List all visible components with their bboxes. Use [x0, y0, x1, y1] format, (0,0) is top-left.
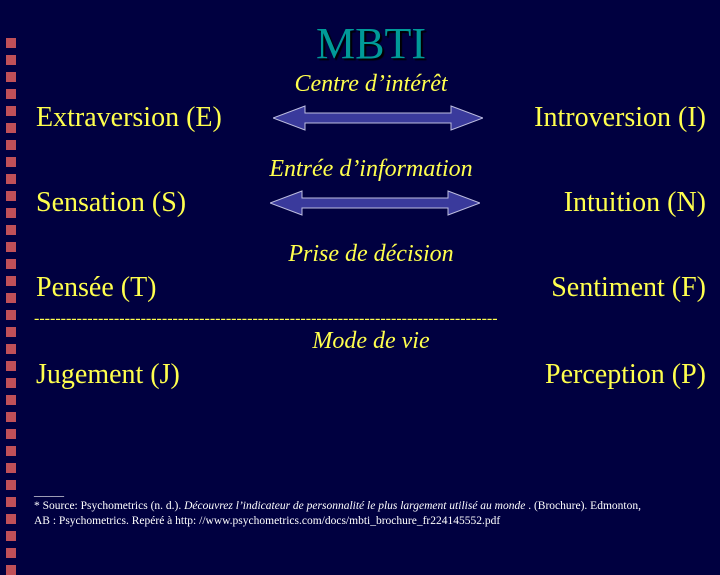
- side-square: [6, 123, 16, 133]
- dimension-row: Jugement (J) Perception (P): [34, 359, 708, 391]
- footnote-rule: _____: [34, 484, 702, 499]
- side-square: [6, 225, 16, 235]
- side-square: [6, 429, 16, 439]
- side-square: [6, 208, 16, 218]
- dimension-right: Sentiment (F): [551, 272, 706, 304]
- dimension-row: Pensée (T) Sentiment (F): [34, 272, 708, 304]
- side-square: [6, 55, 16, 65]
- side-square: [6, 72, 16, 82]
- side-square: [6, 548, 16, 558]
- section-heading: Mode de vie: [34, 328, 708, 355]
- section-heading: Entrée d’information: [34, 156, 708, 183]
- side-square: [6, 446, 16, 456]
- side-square: [6, 327, 16, 337]
- footnote-line-2: AB : Psychometrics. Repéré à http: //www…: [34, 514, 702, 528]
- side-square: [6, 242, 16, 252]
- footnote-suffix: . (Brochure). Edmonton,: [525, 500, 641, 512]
- side-square: [6, 565, 16, 575]
- side-square: [6, 157, 16, 167]
- side-square: [6, 140, 16, 150]
- side-square: [6, 174, 16, 184]
- side-square: [6, 344, 16, 354]
- dimension-right: Perception (P): [545, 359, 706, 391]
- decorative-side-squares: [6, 38, 24, 575]
- dimension-left: Jugement (J): [36, 359, 180, 391]
- side-square: [6, 463, 16, 473]
- footnote-prefix: * Source: Psychometrics (n. d.).: [34, 500, 184, 512]
- double-arrow-icon: [222, 104, 534, 132]
- side-square: [6, 310, 16, 320]
- side-square: [6, 395, 16, 405]
- slide-content: MBTI Centre d’intérêt Extraversion (E) Int…: [34, 0, 708, 540]
- footnote-italic: Découvrez l’indicateur de personnalité l…: [184, 500, 525, 512]
- section-heading: Centre d’intérêt: [34, 71, 708, 98]
- dimension-left: Pensée (T): [36, 272, 157, 304]
- dimension-right: Intuition (N): [564, 187, 706, 219]
- side-square: [6, 412, 16, 422]
- side-square: [6, 378, 16, 388]
- side-square: [6, 497, 16, 507]
- footnote-line-1: * Source: Psychometrics (n. d.). Découvr…: [34, 499, 702, 513]
- side-square: [6, 191, 16, 201]
- dimension-row: Sensation (S) Intuition (N): [34, 187, 708, 219]
- side-square: [6, 276, 16, 286]
- side-square: [6, 361, 16, 371]
- side-square: [6, 259, 16, 269]
- side-square: [6, 480, 16, 490]
- section-heading: Prise de décision: [34, 241, 708, 268]
- side-square: [6, 293, 16, 303]
- side-square: [6, 89, 16, 99]
- side-square: [6, 514, 16, 524]
- double-arrow-icon: [186, 189, 564, 217]
- source-footnote: _____ * Source: Psychometrics (n. d.). D…: [34, 484, 702, 528]
- side-square: [6, 38, 16, 48]
- dash-divider: ----------------------------------------…: [34, 310, 708, 328]
- page-title: MBTI: [34, 18, 708, 69]
- side-square: [6, 106, 16, 116]
- dimension-row: Extraversion (E) Introversion (I): [34, 102, 708, 134]
- dimension-right: Introversion (I): [534, 102, 706, 134]
- dimension-left: Extraversion (E): [36, 102, 222, 134]
- dimension-left: Sensation (S): [36, 187, 186, 219]
